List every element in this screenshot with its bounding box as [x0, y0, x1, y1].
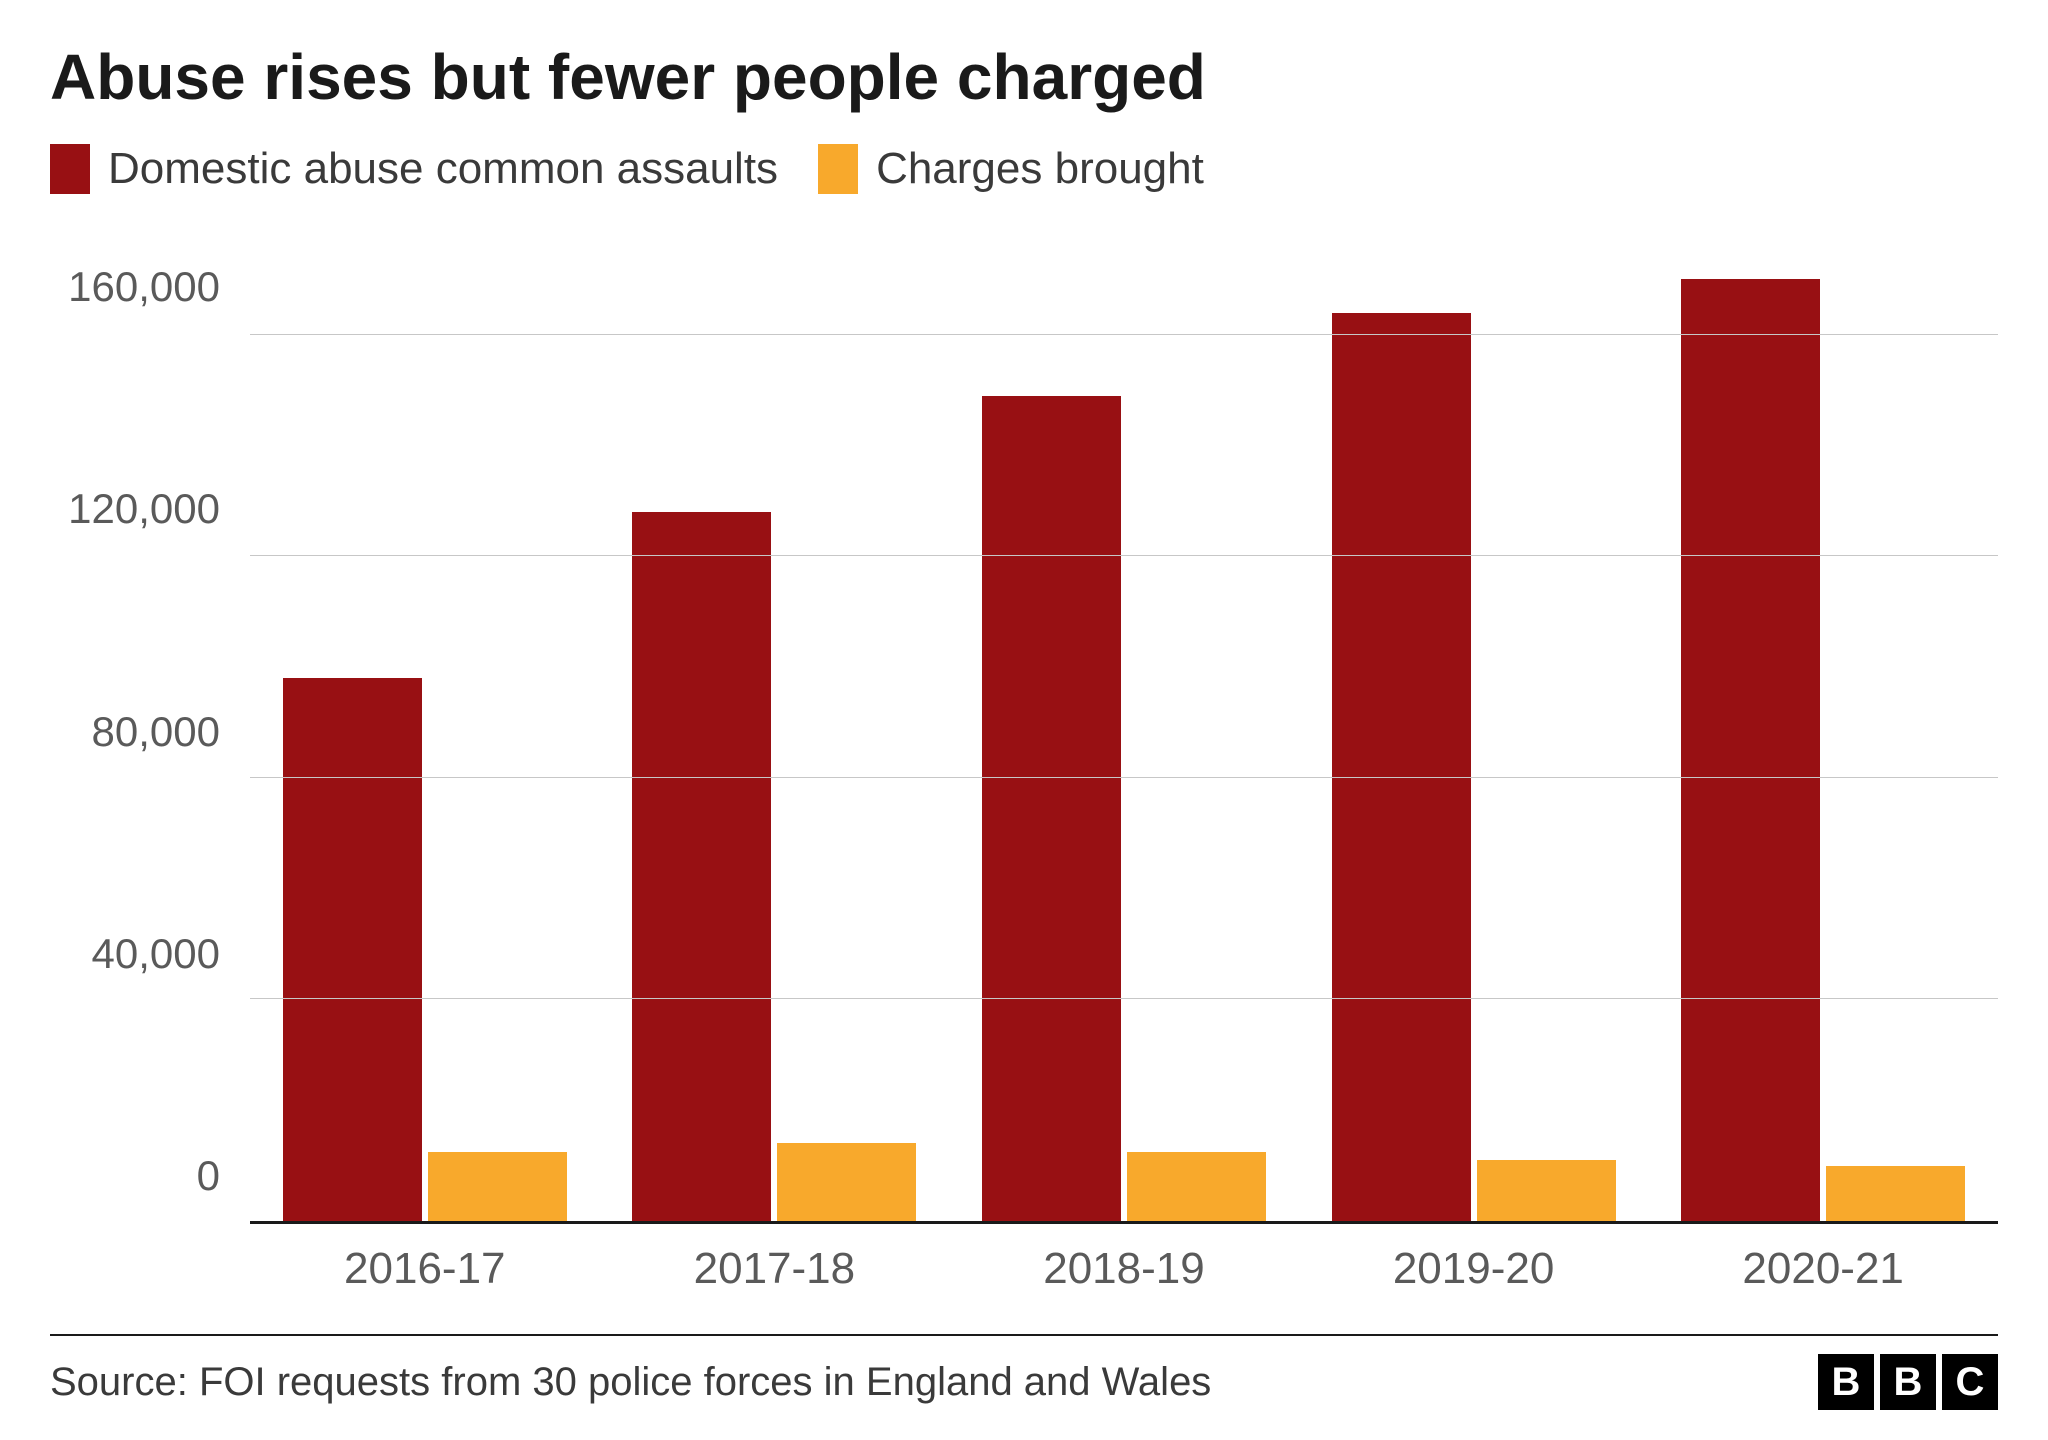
- bar: [283, 678, 422, 1221]
- legend-swatch-2: [818, 144, 858, 194]
- logo-letter: B: [1818, 1354, 1874, 1410]
- gridline: [250, 334, 1998, 335]
- bar-group: [250, 224, 600, 1221]
- x-tick-label: 2020-21: [1648, 1244, 1998, 1314]
- legend-item-1: Domestic abuse common assaults: [50, 144, 778, 194]
- bar-group: [1648, 224, 1998, 1221]
- x-tick-label: 2016-17: [250, 1244, 600, 1314]
- y-tick-label: 120,000: [50, 485, 220, 533]
- y-tick-label: 160,000: [50, 263, 220, 311]
- bar: [632, 512, 771, 1221]
- bar: [1681, 279, 1820, 1221]
- bar: [428, 1152, 567, 1221]
- bar-group: [949, 224, 1299, 1221]
- chart-title: Abuse rises but fewer people charged: [50, 40, 1998, 114]
- bar: [1826, 1166, 1965, 1221]
- x-tick-label: 2019-20: [1299, 1244, 1649, 1314]
- bar: [1332, 313, 1471, 1221]
- gridline: [250, 998, 1998, 999]
- bar: [777, 1143, 916, 1221]
- footer: Source: FOI requests from 30 police forc…: [50, 1334, 1998, 1410]
- logo-letter: C: [1942, 1354, 1998, 1410]
- y-tick-label: 40,000: [50, 930, 220, 978]
- legend-item-2: Charges brought: [818, 144, 1204, 194]
- bars-container: [250, 224, 1998, 1221]
- y-tick-label: 80,000: [50, 708, 220, 756]
- y-tick-label: 0: [50, 1152, 220, 1200]
- gridline: [250, 555, 1998, 556]
- source-text: Source: FOI requests from 30 police forc…: [50, 1360, 1211, 1405]
- x-tick-label: 2017-18: [600, 1244, 950, 1314]
- x-tick-label: 2018-19: [949, 1244, 1299, 1314]
- chart: 0 40,000 80,000 120,000 160,000 2016-172017-…: [50, 224, 1998, 1314]
- bar: [1127, 1152, 1266, 1221]
- plot-area: [250, 224, 1998, 1224]
- bar-group: [1299, 224, 1649, 1221]
- legend-label-2: Charges brought: [876, 144, 1204, 194]
- bar-group: [600, 224, 950, 1221]
- x-axis: 2016-172017-182018-192019-202020-21: [250, 1224, 1998, 1314]
- gridline: [250, 777, 1998, 778]
- legend-label-1: Domestic abuse common assaults: [108, 144, 778, 194]
- bar: [982, 396, 1121, 1221]
- y-axis: 0 40,000 80,000 120,000 160,000: [50, 224, 250, 1224]
- legend-swatch-1: [50, 144, 90, 194]
- logo-letter: B: [1880, 1354, 1936, 1410]
- bbc-logo: BBC: [1818, 1354, 1998, 1410]
- bar: [1477, 1160, 1616, 1221]
- legend: Domestic abuse common assaults Charges b…: [50, 144, 1998, 194]
